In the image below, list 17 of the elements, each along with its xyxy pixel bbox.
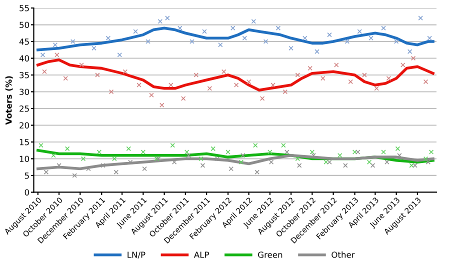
legend-label: ALP [194,252,209,258]
legend-label: LN/P [128,252,146,259]
y-tick-label: 15 [20,139,29,146]
y-tick-label: 55 [20,5,29,12]
legend-label: Other [332,251,355,258]
y-tick-label: 25 [20,105,29,112]
y-tick-label: 10 [20,156,30,162]
y-tick-label: 35 [20,72,29,78]
y-tick-label: 45 [19,38,29,45]
y-tick-label: 20 [20,122,30,129]
y-tick-label: 30 [20,88,30,96]
y-axis-title: Voters (%) [5,76,13,125]
y-tick-label: 40 [19,55,30,62]
y-tick-label: 5 [24,172,29,179]
y-tick-label: 50 [20,22,30,28]
y-tick-label: 0 [24,189,30,196]
legend-label: Green [258,252,282,258]
